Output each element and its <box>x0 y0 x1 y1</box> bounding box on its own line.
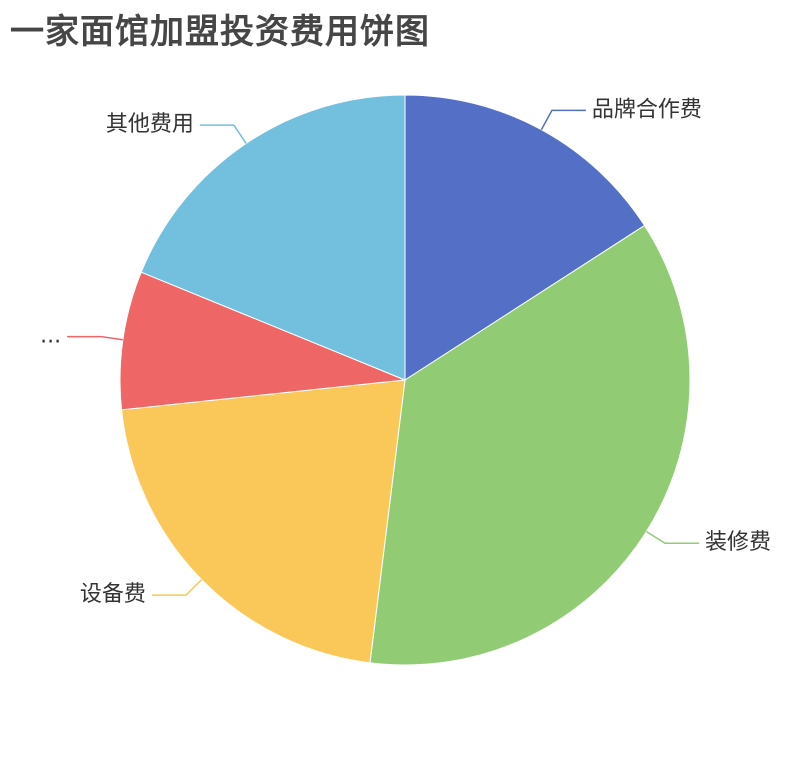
leader-line-2 <box>151 579 203 596</box>
leader-line-4 <box>199 124 247 144</box>
slice-label-0: 品牌合作费 <box>592 97 702 122</box>
leader-line-3 <box>67 335 123 341</box>
leader-line-0 <box>540 109 586 131</box>
pie-slice-2[interactable] <box>121 379 406 664</box>
pie-leader-lines <box>67 109 700 596</box>
pie-slice-1[interactable] <box>369 224 691 666</box>
slice-label-1: 装修费 <box>705 530 771 555</box>
slice-label-3: ... <box>40 324 61 349</box>
pie-slice-0[interactable] <box>404 94 646 381</box>
slice-label-4: 其他费用 <box>106 112 194 137</box>
pie-slices <box>119 94 691 666</box>
chart-title: 一家面馆加盟投资费用饼图 <box>10 12 430 52</box>
slice-label-2: 设备费 <box>80 582 146 607</box>
leader-line-1 <box>645 530 700 544</box>
